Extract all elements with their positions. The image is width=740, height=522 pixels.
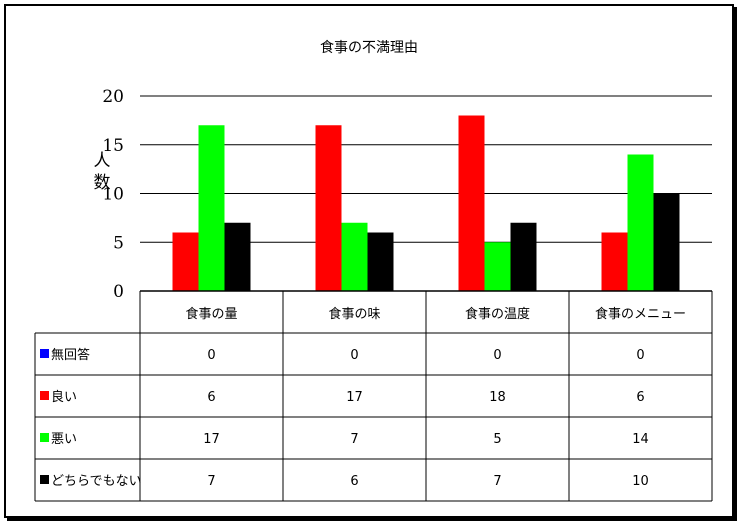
bar-良い-食事の温度	[458, 115, 485, 291]
y-tick-label: 20	[102, 87, 124, 107]
table-cell-value: 0	[350, 348, 358, 363]
bar-どちらでもない-食事の量	[224, 222, 251, 291]
y-tick-label: 15	[102, 136, 124, 156]
bar-悪い-食事の味	[341, 222, 368, 291]
bar-どちらでもない-食事の温度	[510, 222, 537, 291]
legend-label: 悪い	[51, 432, 77, 447]
table-cell-value: 0	[636, 348, 644, 363]
legend-label: 良い	[51, 389, 77, 405]
y-axis-label-char: 数	[94, 173, 111, 193]
bar-良い-食事の量	[172, 232, 199, 291]
bar-悪い-食事のメニュー	[627, 154, 654, 291]
bar-良い-食事の味	[315, 125, 342, 291]
table-cell-value: 17	[346, 390, 363, 405]
table-cell-value: 7	[207, 474, 215, 489]
category-label: 食事のメニュー	[595, 306, 686, 322]
chart-frame: 食事の不満理由 0 5 10 15 20 人数 食事の量 食事の味 食事の温度 食事のメニュー…	[4, 4, 734, 518]
bar-悪い-食事の温度	[484, 242, 511, 291]
legend-label: 無回答	[51, 347, 90, 363]
category-label: 食事の味	[328, 306, 380, 322]
y-axis-ticks: 0 5 10 15 20	[102, 87, 124, 302]
table-cell-value: 17	[203, 432, 220, 447]
legend-swatch-無回答	[40, 349, 49, 358]
bar-悪い-食事の量	[198, 125, 225, 291]
table-cell-value: 10	[632, 474, 649, 489]
table-cell-value: 7	[350, 432, 358, 447]
category-label: 食事の温度	[465, 306, 530, 322]
table-cell-value: 6	[350, 474, 358, 489]
table-cell-value: 0	[493, 348, 501, 363]
legend-swatch-悪い	[40, 433, 49, 442]
bar-どちらでもない-食事のメニュー	[653, 193, 680, 291]
table-cell-value: 6	[207, 390, 215, 405]
bars	[172, 115, 680, 291]
table-cell-value: 0	[207, 348, 215, 363]
y-axis-label: 人数	[94, 151, 111, 193]
legend-swatch-良い	[40, 391, 49, 400]
chart-title: 食事の不満理由	[320, 39, 418, 56]
table-cell-value: 7	[493, 474, 501, 489]
y-tick-label: 5	[113, 233, 124, 253]
table-cell-value: 18	[489, 390, 506, 405]
legend-label: どちらでもない	[51, 474, 142, 489]
bar-どちらでもない-食事の味	[367, 232, 394, 291]
table-cell-value: 6	[636, 390, 644, 405]
y-tick-label: 0	[113, 282, 124, 302]
table-cell-value: 5	[493, 432, 501, 447]
legend-swatch-どちらでもない	[40, 475, 49, 484]
y-axis-label-char: 人	[94, 151, 111, 171]
bar-良い-食事のメニュー	[601, 232, 628, 291]
table-cell-value: 14	[632, 432, 649, 447]
category-label: 食事の量	[185, 306, 237, 322]
y-tick-label: 10	[102, 185, 124, 205]
bar-chart: 食事の不満理由 0 5 10 15 20 人数 食事の量 食事の味 食事の温度 食事のメニュー…	[34, 39, 713, 502]
